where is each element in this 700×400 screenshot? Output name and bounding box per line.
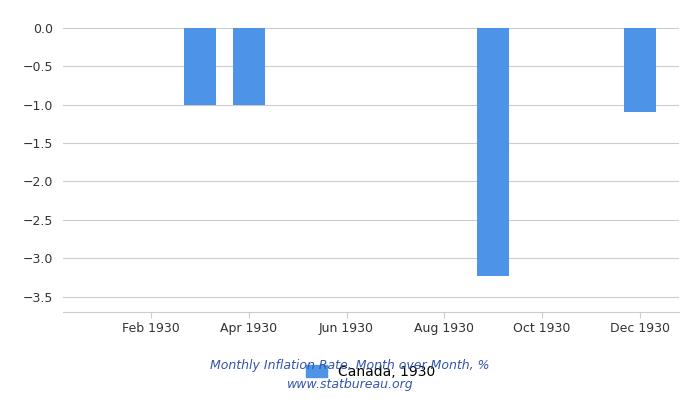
Text: Monthly Inflation Rate, Month over Month, %: Monthly Inflation Rate, Month over Month… bbox=[210, 360, 490, 372]
Bar bbox=[233, 28, 265, 105]
Text: www.statbureau.org: www.statbureau.org bbox=[287, 378, 413, 391]
Bar bbox=[624, 28, 656, 112]
Legend: Canada, 1930: Canada, 1930 bbox=[301, 359, 441, 384]
Bar bbox=[184, 28, 216, 105]
Bar bbox=[477, 28, 509, 276]
